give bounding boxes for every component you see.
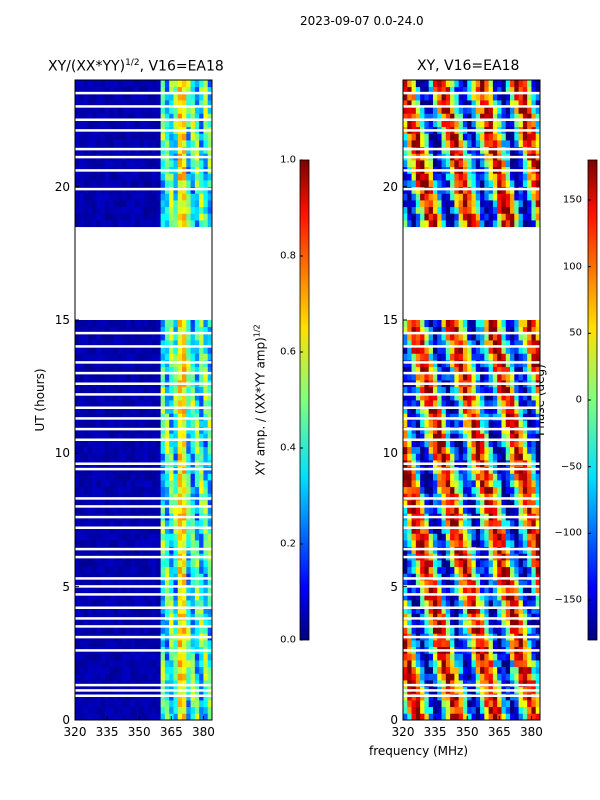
y-tick-label: 5	[390, 579, 398, 594]
x-tick-label: 320	[391, 725, 415, 739]
x-tick-label: 380	[519, 725, 543, 739]
y-tick-label: 15	[54, 313, 70, 327]
y-tick-label: 5	[62, 579, 70, 594]
x-tick-label: 365	[487, 725, 511, 739]
colorbar2-tick-label: −150	[554, 594, 582, 606]
x-tick-label: 350	[455, 725, 479, 739]
colorbar1-tick-label: 0.8	[280, 250, 296, 262]
left-panel-title: XY/(XX*YY)1/2, V16=EA18	[48, 58, 224, 75]
right-plot-frame	[402, 79, 541, 721]
x-tick-label: 320	[63, 725, 87, 739]
left-title-main: XY/(XX*YY)	[48, 58, 126, 75]
colorbar2-tick-label: 150	[562, 194, 582, 206]
colorbar2-tick-label: 0	[575, 394, 582, 406]
left-title-tail: , V16=EA18	[139, 58, 224, 75]
colorbar1-tick-label: 0.4	[280, 442, 296, 454]
colorbar1-tick-label: 0.0	[280, 634, 296, 646]
right-panel-title: XY, V16=EA18	[417, 58, 520, 74]
colorbar-1	[299, 159, 310, 641]
y-tick-label: 10	[54, 446, 70, 461]
x-tick-label: 380	[191, 725, 215, 739]
left-plot-frame	[74, 79, 213, 721]
colorbar1-tick-label: 1.0	[280, 154, 296, 166]
y-tick-label: 20	[382, 179, 398, 194]
x-tick-label: 335	[95, 725, 119, 739]
y-tick-label: 0	[390, 713, 398, 727]
shared-xlabel: frequency (MHz)	[369, 744, 469, 758]
colorbar2-tick-label: −100	[554, 527, 582, 539]
colorbar2-tick-label: −50	[560, 461, 582, 473]
phase-heatmap	[403, 80, 541, 721]
colorbar1-tick-label: 0.2	[280, 538, 296, 550]
y-tick-label: 10	[382, 446, 398, 461]
colorbar2-tick-label: 50	[569, 327, 582, 339]
colorbar2-tick-label: 100	[562, 261, 582, 273]
y-tick-label: 0	[62, 713, 70, 727]
amplitude-heatmap	[75, 80, 213, 721]
x-tick-label: 350	[127, 725, 151, 739]
y-tick-label: 15	[382, 313, 398, 327]
y-tick-label: 20	[54, 179, 70, 194]
figure-suptitle: 2023-09-07 0.0-24.0	[300, 14, 424, 28]
x-tick-label: 365	[159, 725, 183, 739]
left-title-sup: 1/2	[125, 58, 140, 68]
colorbar1-tick-label: 0.6	[280, 346, 296, 358]
x-tick-label: 335	[423, 725, 447, 739]
